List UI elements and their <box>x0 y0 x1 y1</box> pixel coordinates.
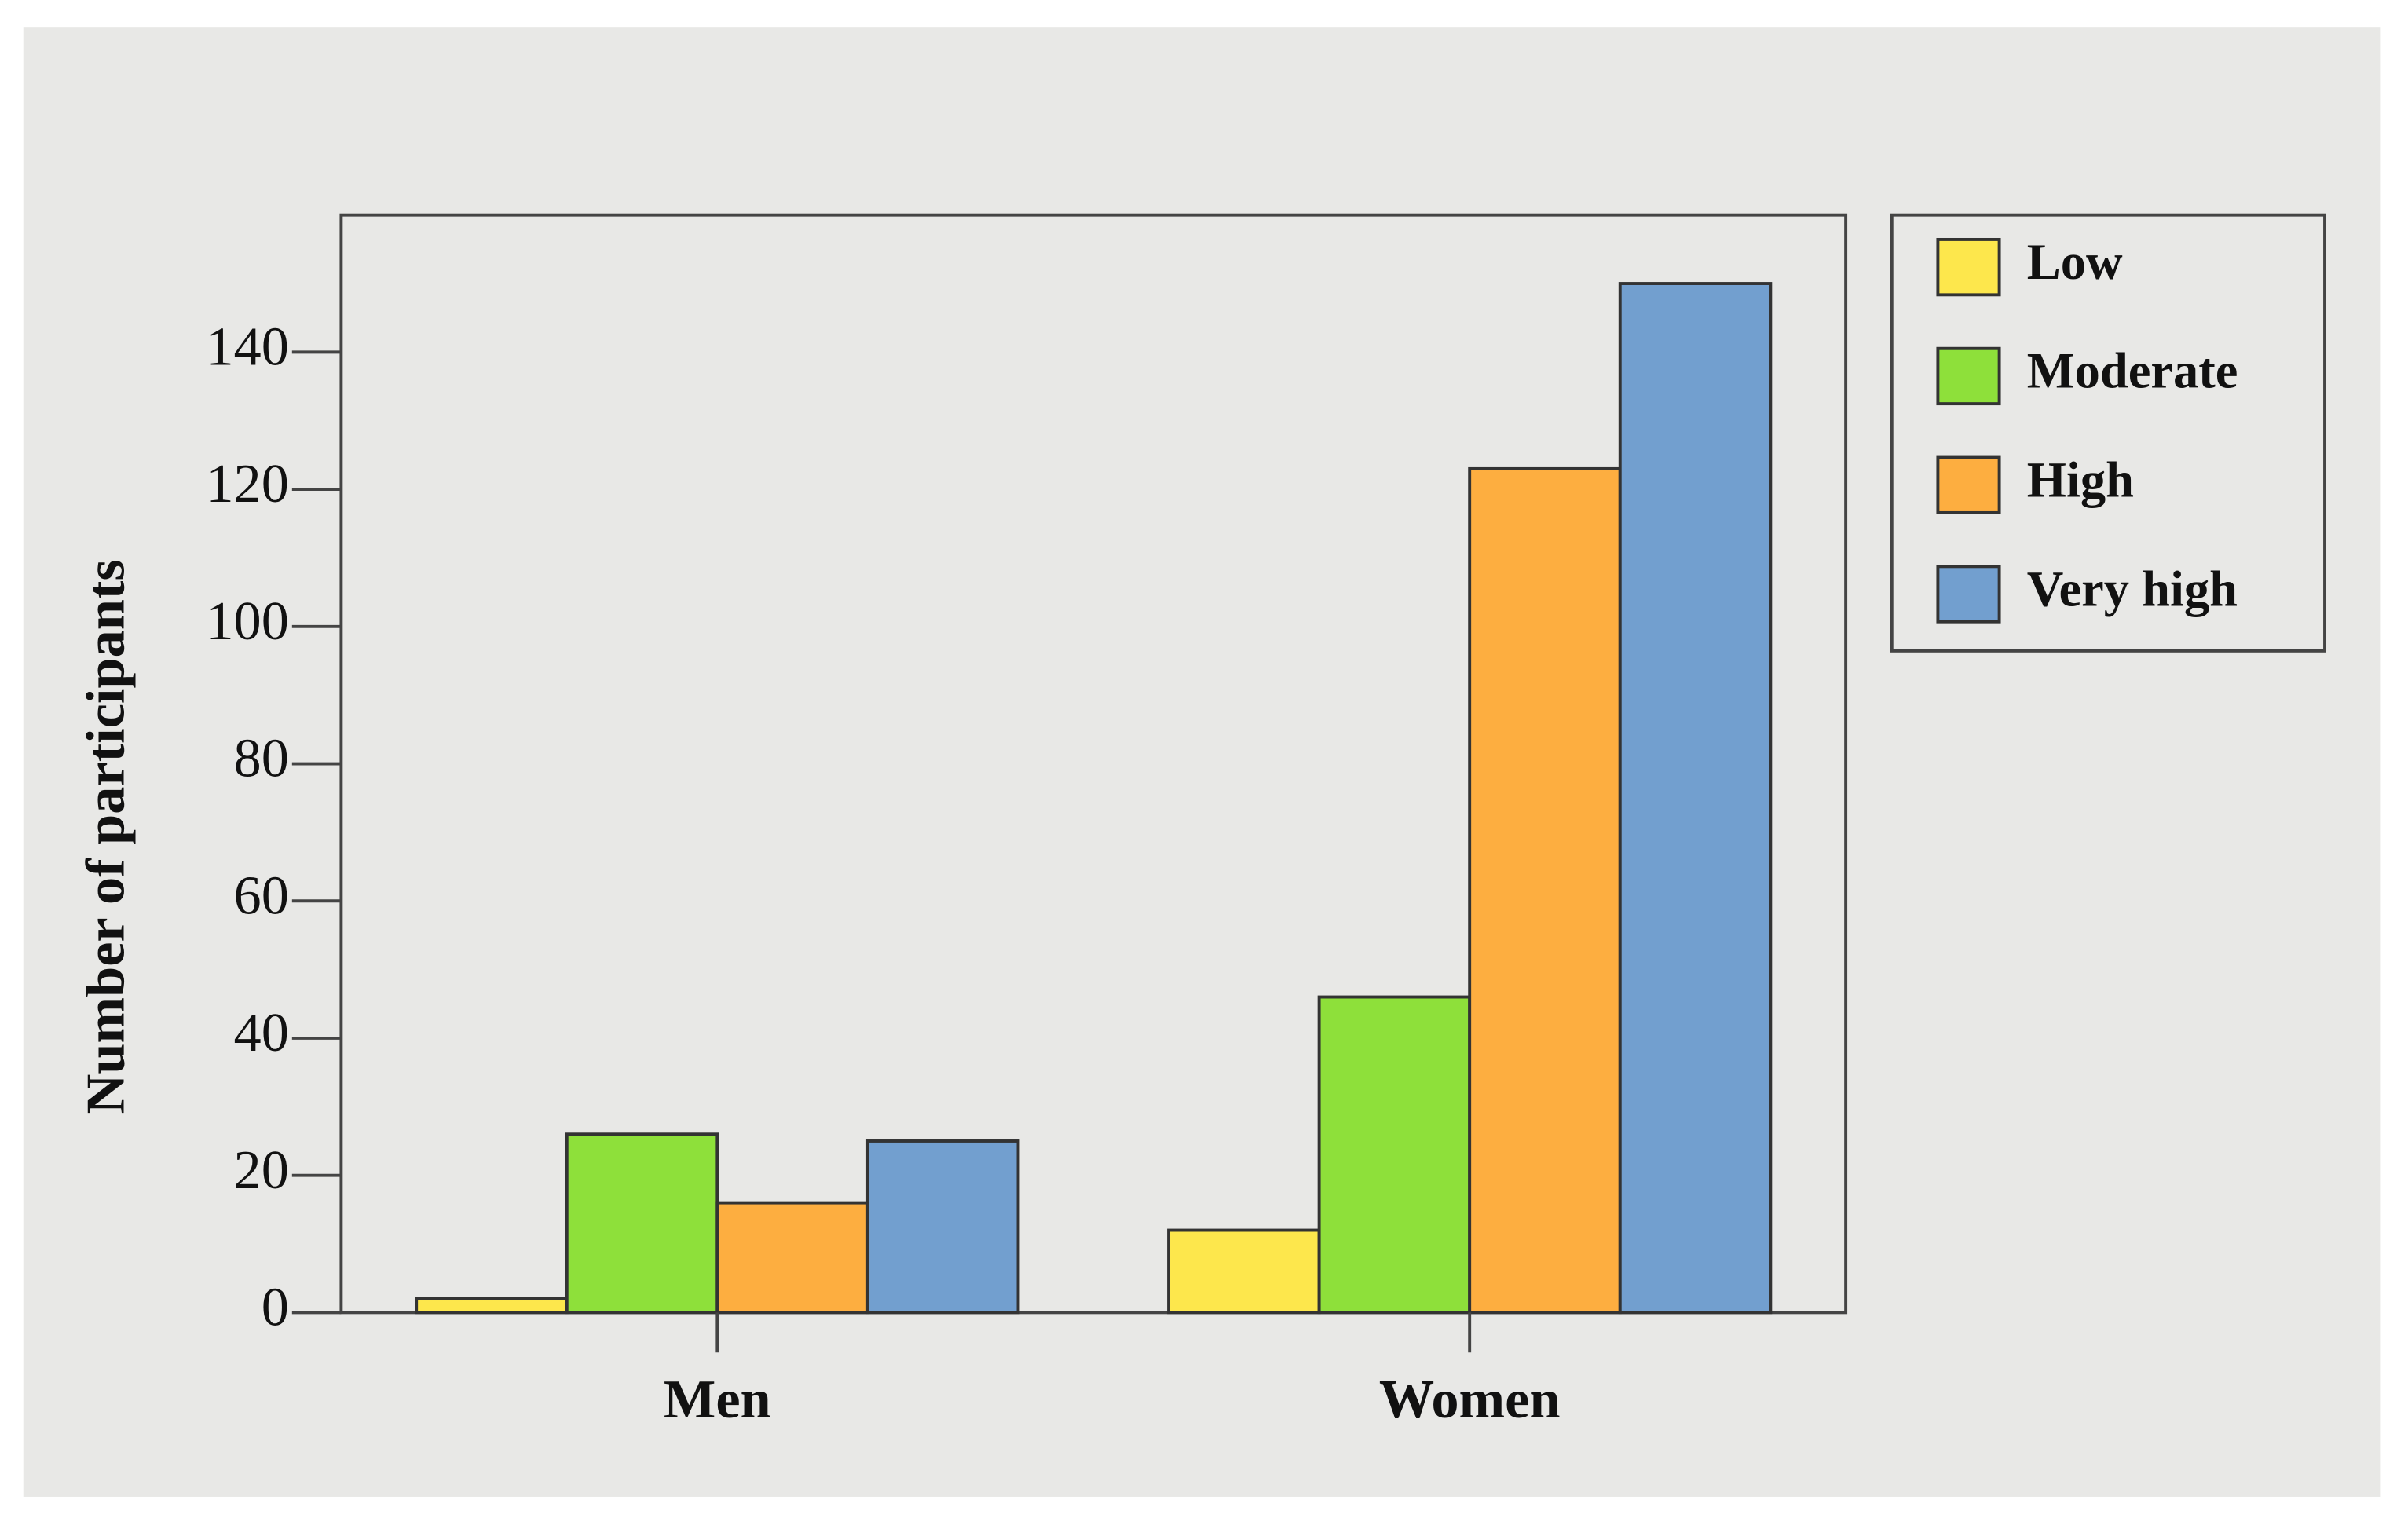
y-tick-label: 20 <box>234 1139 289 1201</box>
legend-swatch <box>1936 237 2001 297</box>
bar <box>1167 1228 1321 1315</box>
legend-frame <box>1890 213 2326 653</box>
legend-swatch <box>1936 455 2001 514</box>
y-tick-label: 140 <box>206 316 289 378</box>
y-tick-label: 120 <box>206 453 289 514</box>
legend-label: Very high <box>2027 561 2238 616</box>
bar <box>715 1201 869 1315</box>
y-tick-label: 100 <box>206 591 289 652</box>
legend-label: Moderate <box>2027 343 2238 399</box>
legend-label: High <box>2027 452 2134 508</box>
bar <box>865 1139 1020 1315</box>
y-tick-label: 40 <box>234 1002 289 1063</box>
bar <box>415 1297 569 1315</box>
legend-swatch <box>1936 565 2001 624</box>
x-tick-label: Men <box>664 1369 771 1430</box>
legend-label: Low <box>2027 234 2123 290</box>
y-tick-label: 80 <box>234 728 289 789</box>
x-tick-label: Women <box>1379 1369 1561 1430</box>
bar <box>1468 466 1622 1315</box>
y-axis-label: Number of participants <box>75 559 136 1114</box>
bar <box>1618 282 1773 1315</box>
legend-swatch <box>1936 346 2001 406</box>
y-tick-label: 0 <box>262 1277 289 1338</box>
bar <box>565 1132 719 1315</box>
y-tick-label: 60 <box>234 865 289 926</box>
bar <box>1317 995 1472 1315</box>
